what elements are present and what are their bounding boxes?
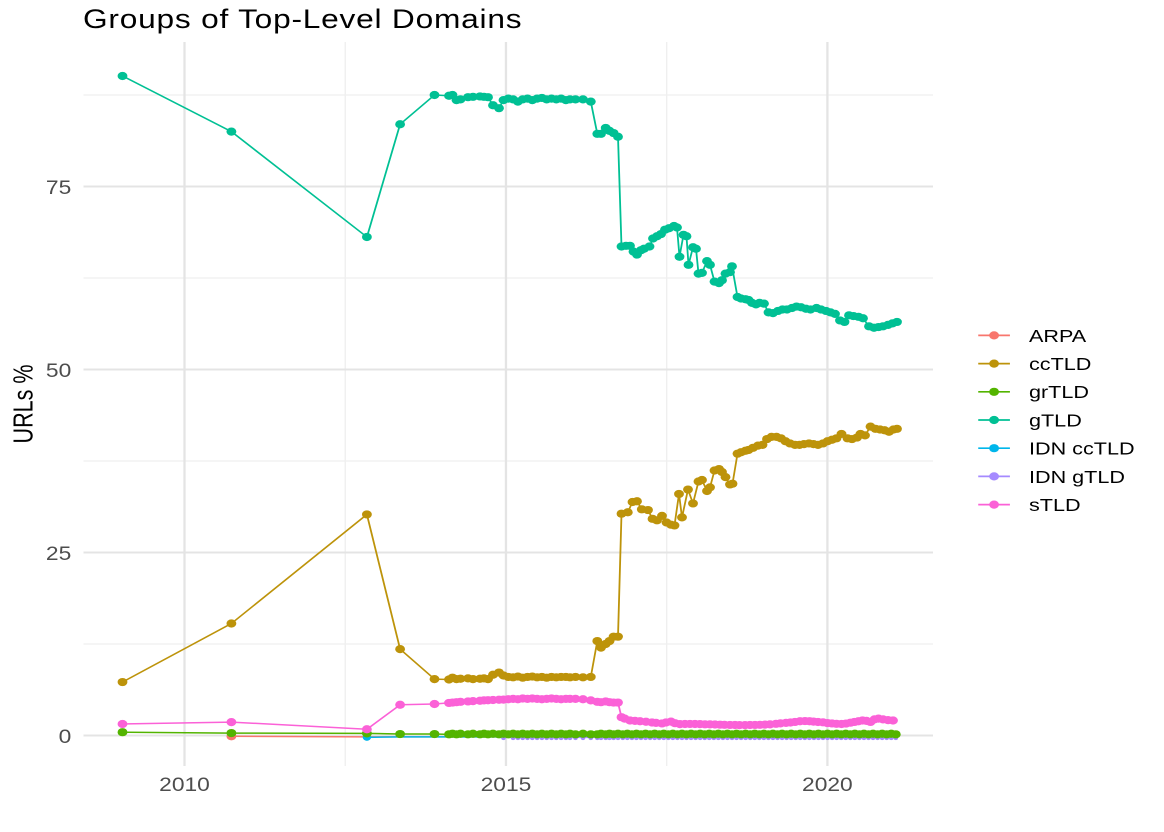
svg-text:50: 50 bbox=[46, 361, 71, 382]
svg-text:Groups of Top-Level Domains: Groups of Top-Level Domains bbox=[83, 6, 522, 35]
svg-text:0: 0 bbox=[59, 727, 72, 748]
svg-text:URLs %: URLs % bbox=[8, 365, 38, 444]
svg-text:2015: 2015 bbox=[481, 775, 532, 796]
svg-text:ccTLD: ccTLD bbox=[1029, 355, 1091, 375]
svg-text:IDN ccTLD: IDN ccTLD bbox=[1029, 439, 1135, 459]
svg-text:sTLD: sTLD bbox=[1029, 496, 1081, 516]
svg-text:2010: 2010 bbox=[159, 775, 210, 796]
svg-text:IDN gTLD: IDN gTLD bbox=[1029, 467, 1125, 487]
svg-text:gTLD: gTLD bbox=[1029, 411, 1082, 431]
svg-text:2020: 2020 bbox=[802, 775, 853, 796]
svg-text:75: 75 bbox=[46, 178, 71, 199]
svg-text:25: 25 bbox=[46, 544, 71, 565]
svg-text:grTLD: grTLD bbox=[1029, 383, 1089, 403]
svg-text:ARPA: ARPA bbox=[1029, 326, 1087, 346]
